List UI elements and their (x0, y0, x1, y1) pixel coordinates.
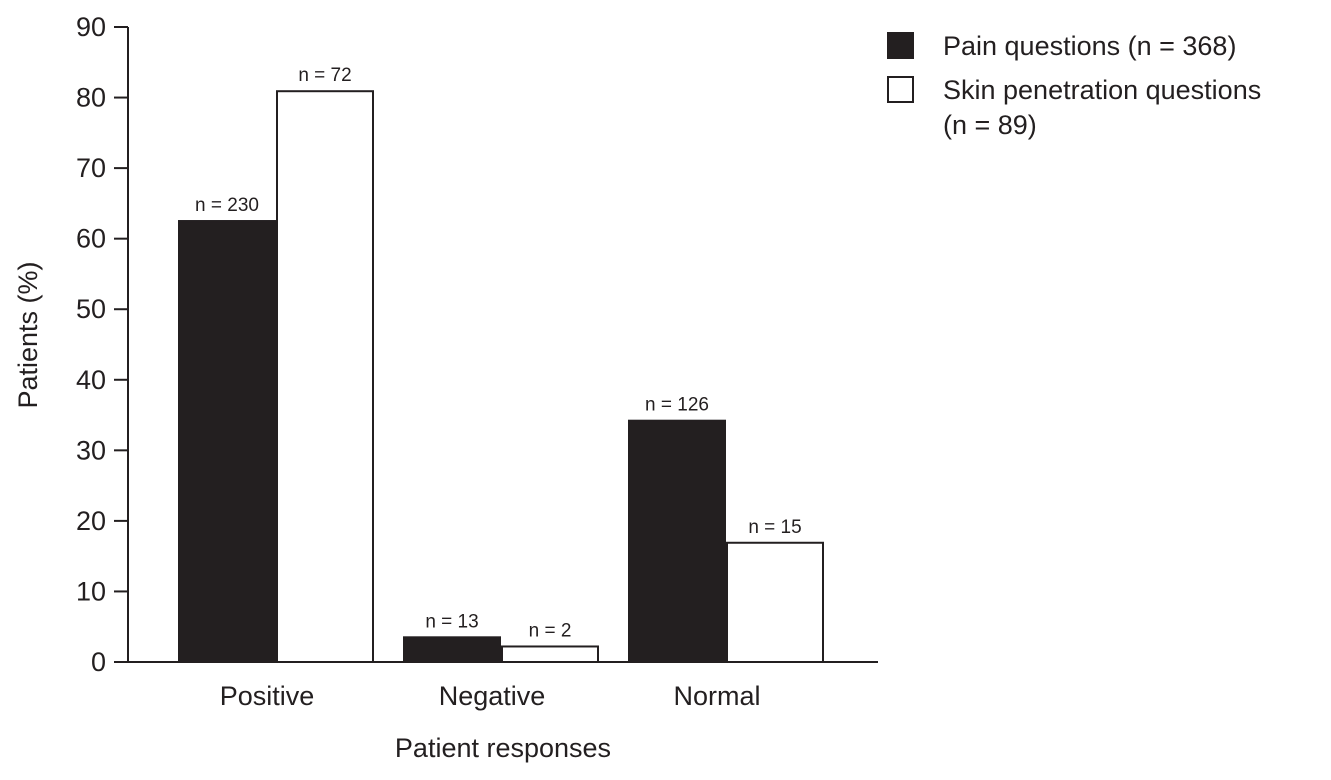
x-category-label: Negative (439, 681, 546, 711)
x-category-label: Normal (673, 681, 760, 711)
y-tick-label: 70 (76, 153, 106, 183)
y-axis: 0 10 20 30 40 50 60 70 80 90 (76, 12, 129, 677)
bars (178, 90, 824, 664)
bar-pain-positive (178, 220, 276, 663)
y-tick-label: 20 (76, 506, 106, 536)
legend-label: (n = 89) (943, 110, 1037, 140)
y-tick-label: 50 (76, 294, 106, 324)
bar-data-label: n = 13 (425, 611, 478, 632)
legend-label: Skin penetration questions (943, 75, 1261, 105)
bar-data-label: n = 230 (195, 195, 259, 216)
y-tick-label: 90 (76, 12, 106, 42)
y-tick-label: 30 (76, 435, 106, 465)
y-tick-label: 0 (91, 647, 106, 677)
bar-data-label: n = 126 (645, 395, 709, 416)
bar-skin-penetration-positive (276, 90, 374, 663)
y-tick-label: 40 (76, 365, 106, 395)
y-tick-label: 80 (76, 83, 106, 113)
legend-swatch-skin-penetration (887, 76, 914, 103)
legend: Pain questions (n = 368) Skin penetration… (887, 31, 1261, 140)
legend-swatch-pain (887, 32, 914, 59)
bar-skin-penetration-normal (726, 541, 824, 663)
x-axis-title: Patient responses (395, 733, 611, 763)
y-axis-title: Patients (%) (13, 261, 43, 408)
y-tick-label: 60 (76, 224, 106, 254)
x-axis: Positive Negative Normal (114, 661, 878, 711)
bar-data-labels: n = 230 n = 72 n = 13 n = 2 n = 126 n = 15 (195, 65, 802, 641)
bar-pain-negative (403, 636, 501, 663)
legend-label: Pain questions (n = 368) (943, 31, 1236, 61)
bar-data-label: n = 72 (298, 65, 351, 86)
y-tick-label: 10 (76, 576, 106, 606)
bar-skin-penetration-negative (501, 645, 599, 664)
bar-pain-normal (628, 419, 726, 664)
bar-data-label: n = 2 (529, 620, 572, 641)
bar-data-label: n = 15 (748, 517, 801, 538)
x-category-label: Positive (220, 681, 315, 711)
